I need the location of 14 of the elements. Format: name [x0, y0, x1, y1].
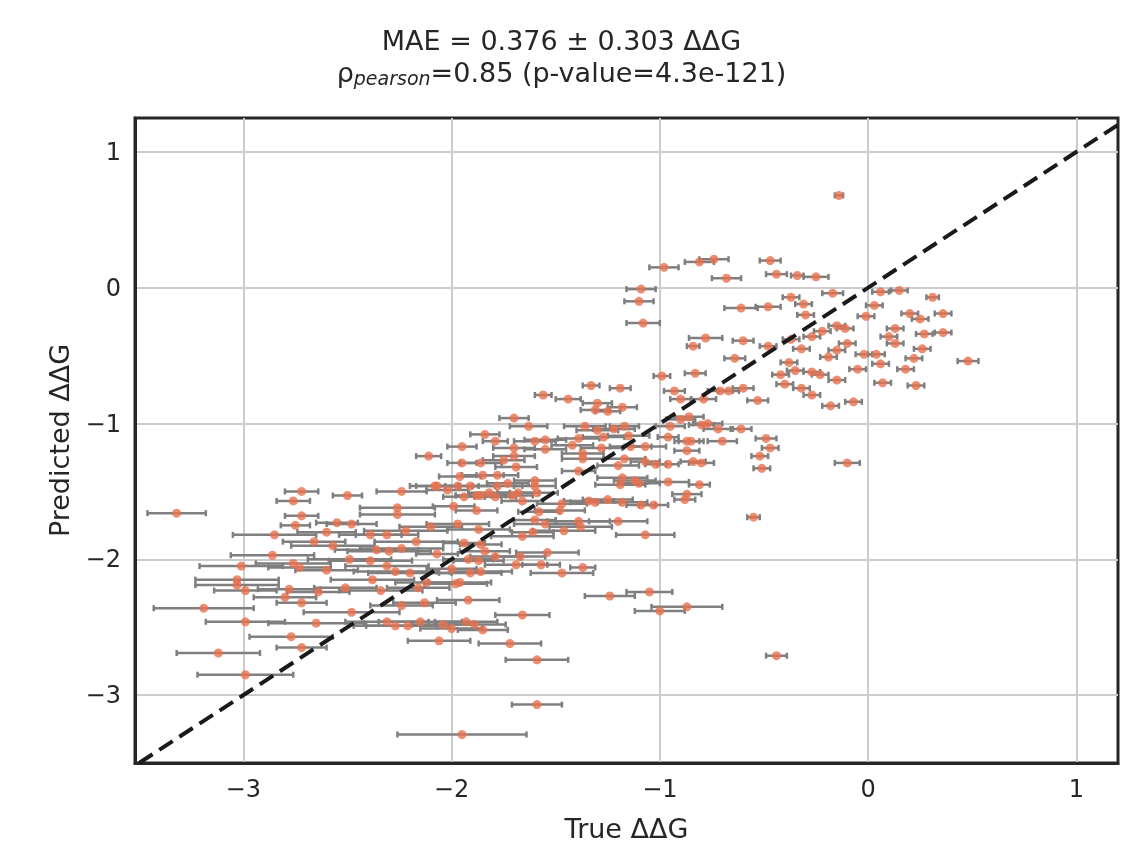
y-axis-title: Predicted ΔΔG	[44, 343, 75, 538]
y-tick-label: −3	[85, 681, 121, 710]
y-tick-label: −2	[85, 545, 121, 574]
y-tick-label: 0	[105, 273, 121, 302]
x-tick-label: 1	[1068, 775, 1084, 803]
x-tick-label: −2	[433, 775, 470, 803]
y-tick-label: −1	[85, 409, 121, 438]
x-tick-label: −3	[225, 775, 261, 803]
y-tick-label: 1	[105, 137, 121, 166]
x-axis-title: True ΔΔG	[563, 813, 689, 844]
chart-title: MAE = 0.376 ± 0.303 ΔΔG	[381, 25, 742, 56]
x-tick-label: −1	[642, 775, 678, 803]
chart-subtitle: ρpearson=0.85 (p-value=4.3e-121)	[336, 57, 787, 89]
x-tick-label: 0	[860, 775, 876, 803]
